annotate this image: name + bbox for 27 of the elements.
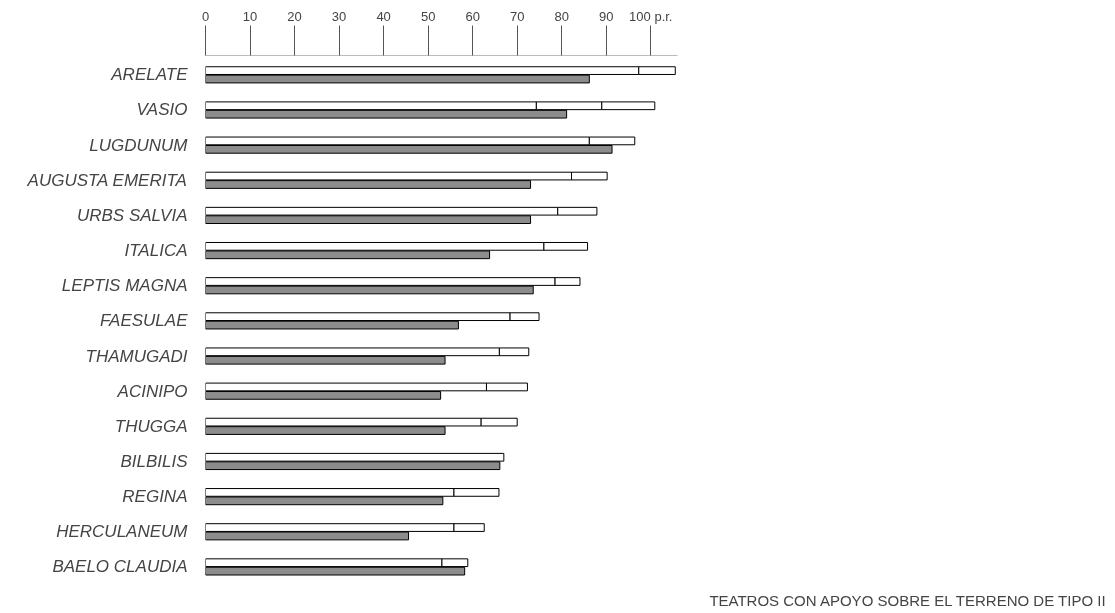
y-tick-label: ITALICA: [124, 241, 188, 261]
x-tick-label: 20: [287, 8, 302, 24]
x-tick-label: 30: [331, 8, 347, 24]
text: TEATROS CON APOYO SOBRE EL TERRENO DE TIPO II: [709, 591, 1106, 609]
y-tick-label: AUGUSTA EMERITA: [26, 170, 187, 190]
y-tick-label: URBS SALVIA: [76, 205, 188, 225]
y-tick-label: LEPTIS MAGNA: [61, 276, 188, 296]
y-tick-label: ARELATE: [110, 65, 189, 85]
x-tick-label: 0: [201, 8, 210, 24]
y-tick-label: REGINA: [122, 487, 188, 507]
x-tick-label: 10: [242, 8, 258, 24]
x-tick-label: 80: [554, 8, 569, 24]
y-tick-label: ACINIPO: [116, 381, 188, 401]
y-tick-label: LUGDUNUM: [89, 135, 189, 155]
x-tick-label: 100 p.r.: [629, 8, 673, 24]
x-tick-label: 40: [376, 8, 391, 24]
y-tick-label: THAMUGADI: [85, 346, 188, 366]
y-tick-label: THUGGA: [114, 416, 188, 436]
x-tick-label: 70: [509, 8, 525, 24]
x-tick-label: 90: [599, 8, 614, 24]
x-tick-label: 60: [465, 8, 480, 24]
x-tick-label: 50: [420, 8, 436, 24]
y-tick-label: BAELO CLAUDIA: [52, 557, 188, 577]
y-tick-label: VASIO: [136, 100, 188, 120]
y-tick-label: HERCULANEUM: [56, 522, 189, 542]
y-tick-label: BILBILIS: [120, 451, 189, 471]
y-tick-label: FAESULAE: [99, 311, 189, 331]
